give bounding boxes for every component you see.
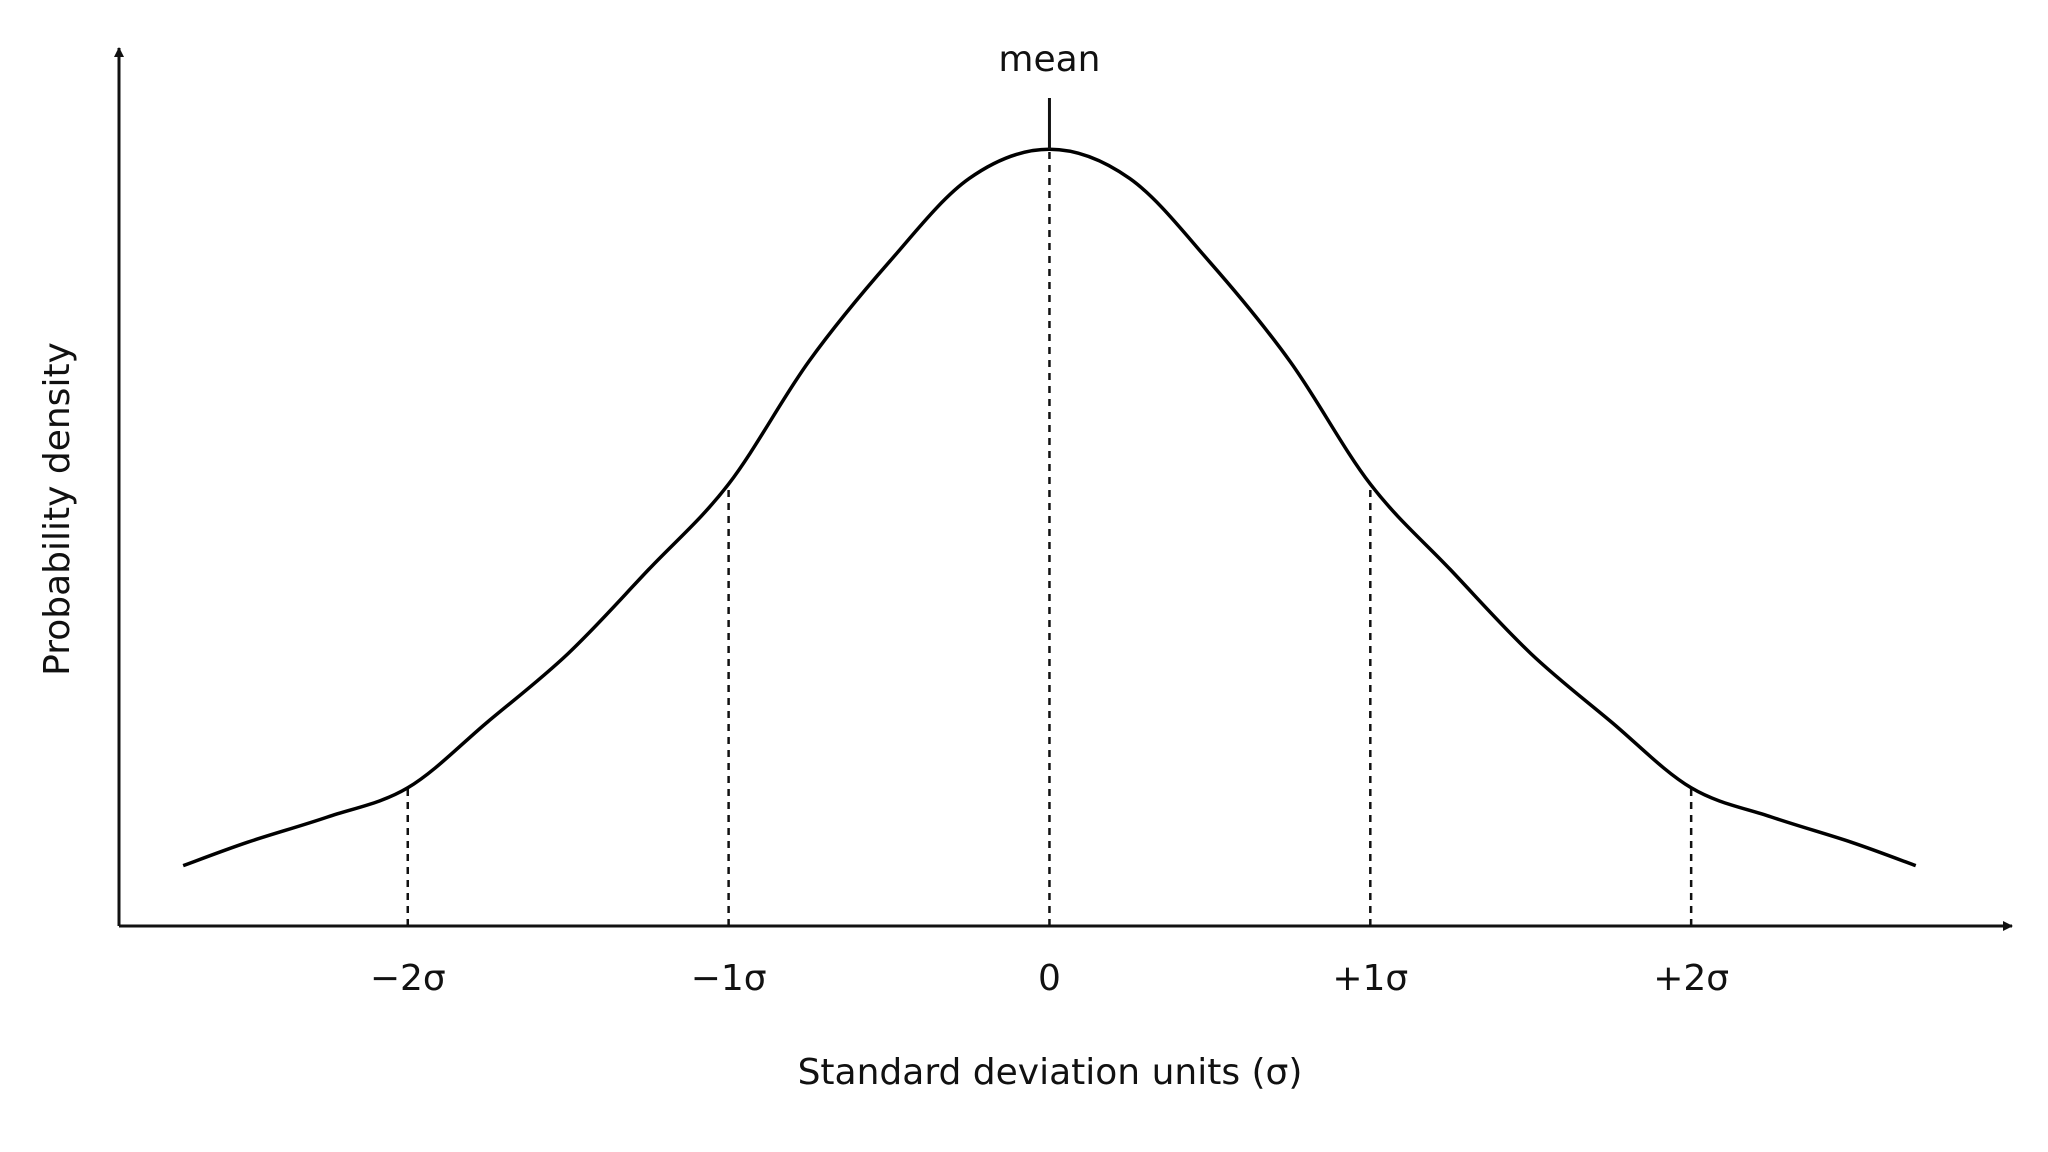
x-tick-label: 0 — [1038, 958, 1061, 999]
x-axis-label: Standard deviation units (σ) — [798, 1052, 1303, 1093]
y-axis-label: Probability density — [37, 342, 78, 676]
x-tick-label: −1σ — [691, 958, 767, 999]
x-tick-label: +2σ — [1653, 958, 1729, 999]
x-tick-label: −2σ — [370, 958, 446, 999]
mean-label: mean — [998, 39, 1100, 80]
x-tick-label: +1σ — [1332, 958, 1408, 999]
